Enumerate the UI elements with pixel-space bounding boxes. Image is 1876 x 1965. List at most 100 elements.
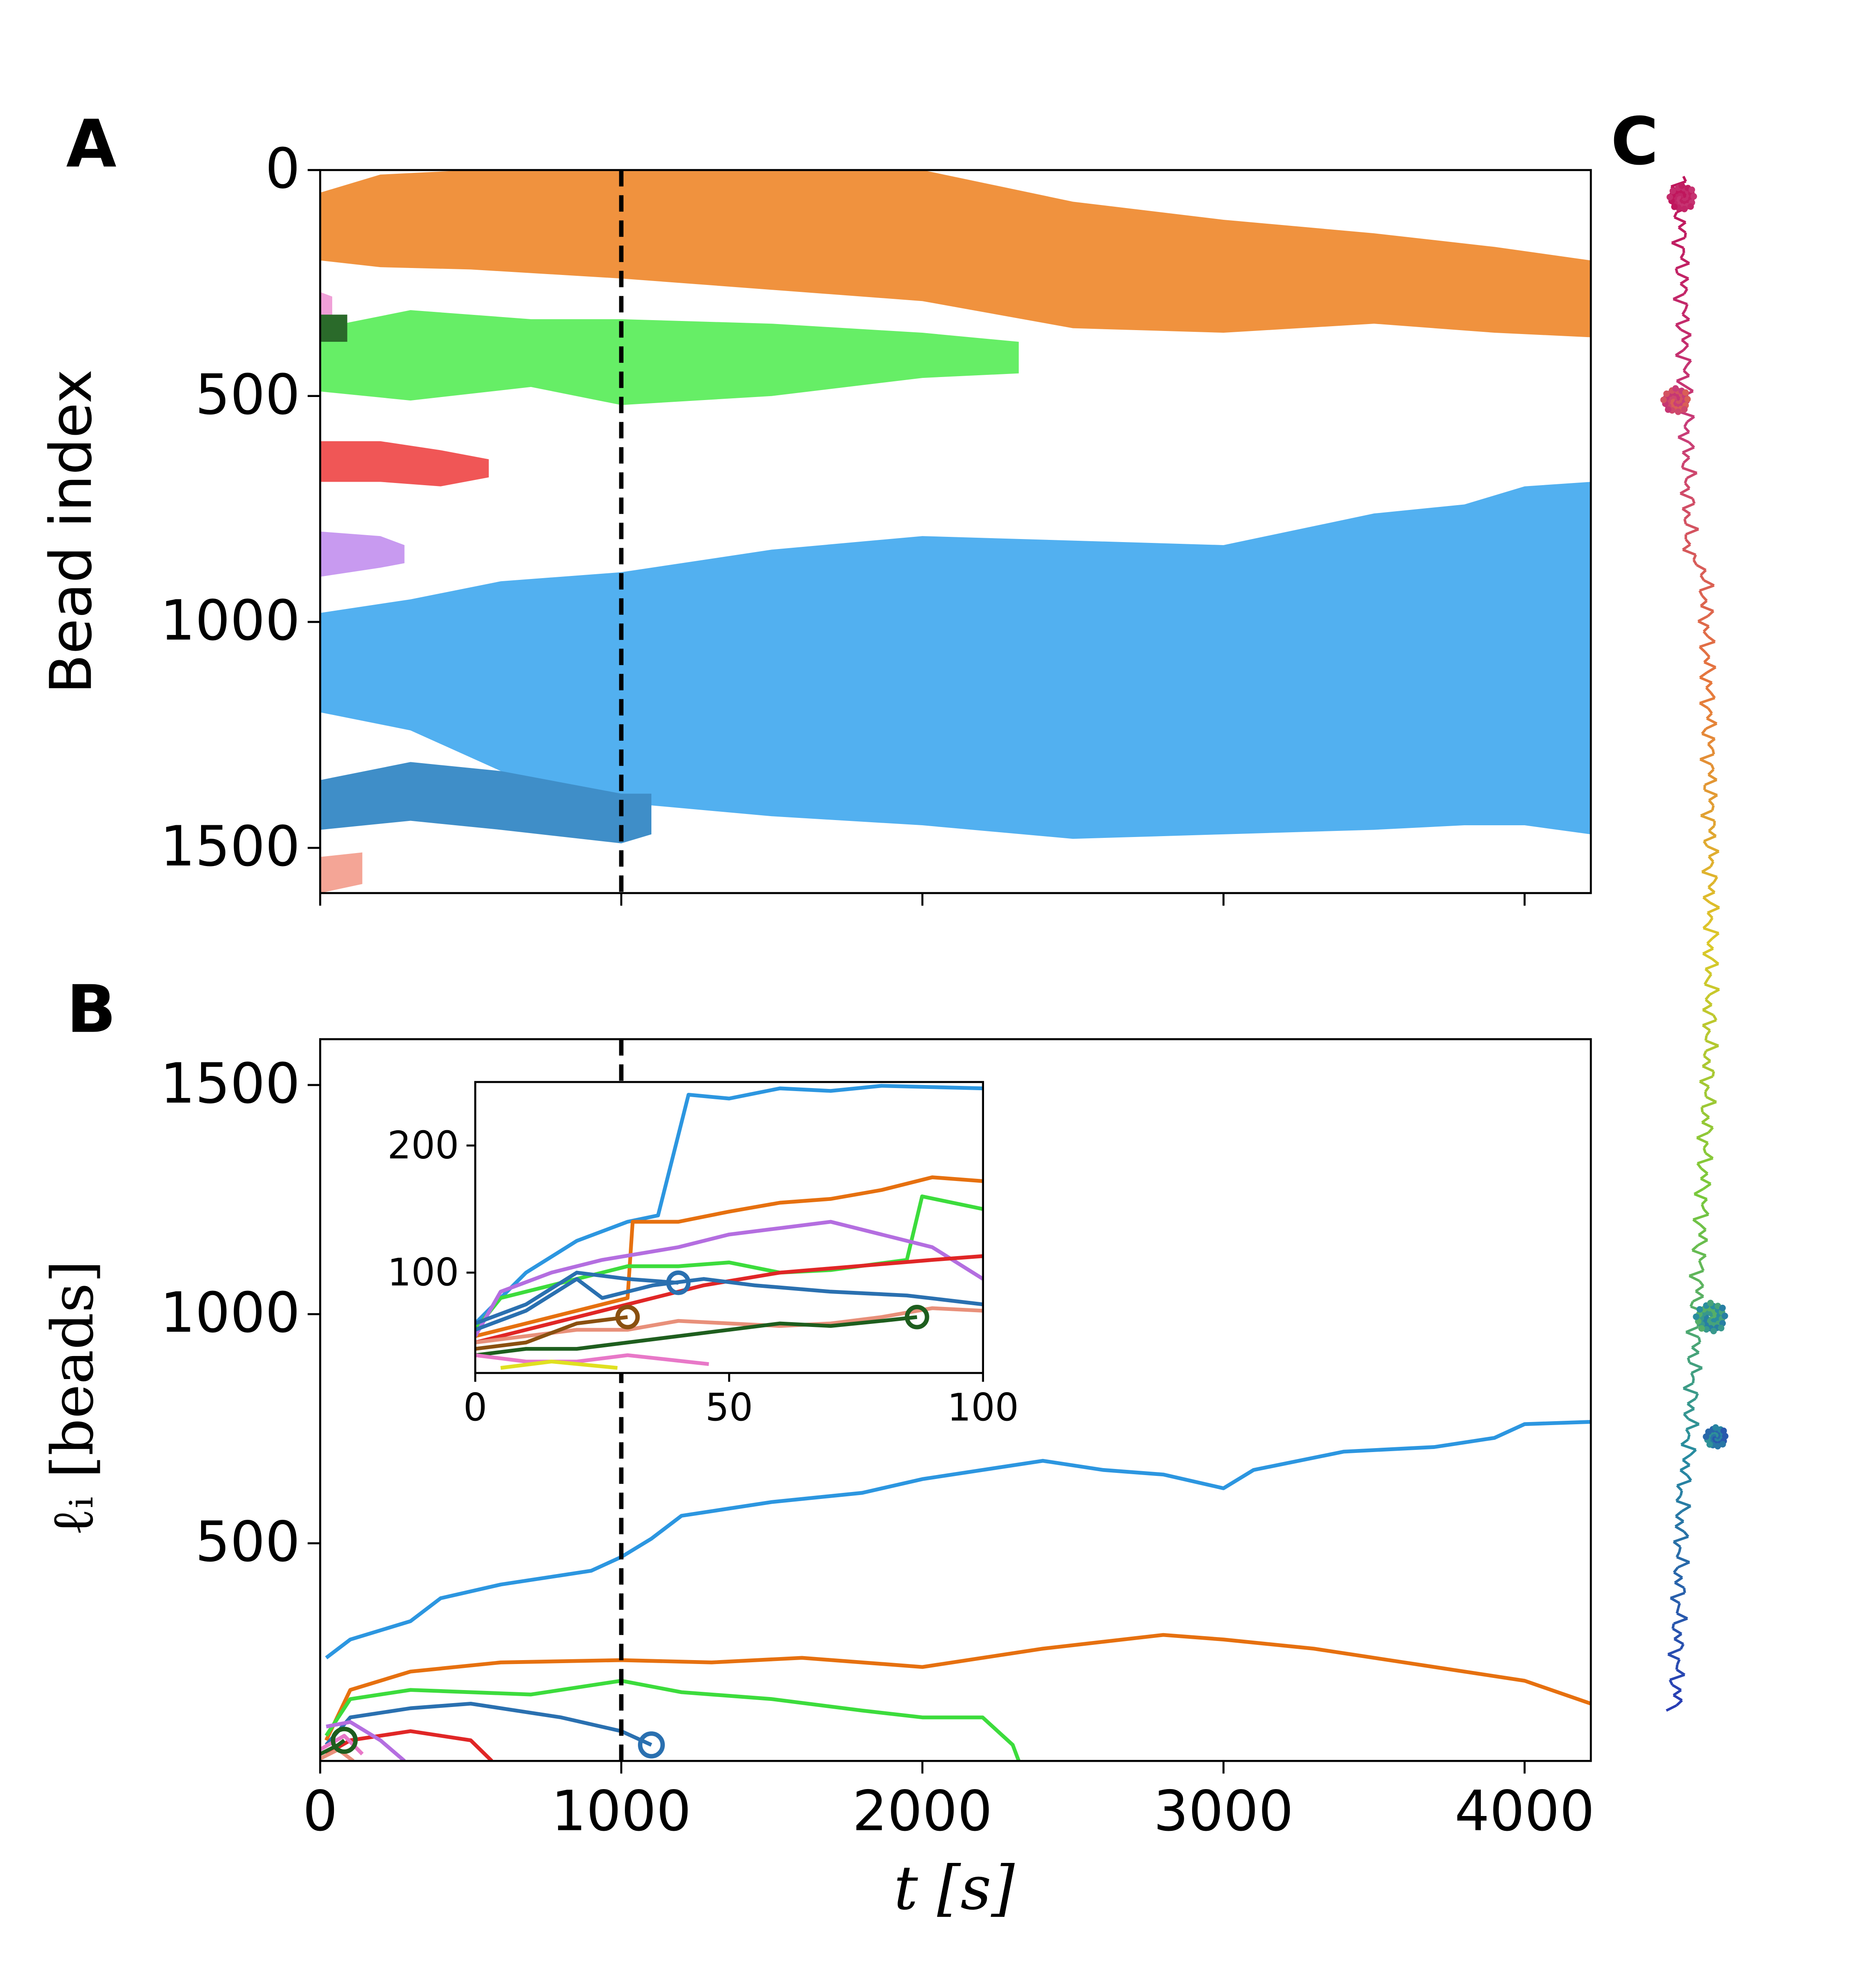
polymer-segment: [1679, 487, 1690, 495]
polymer-segment: [1678, 226, 1687, 234]
polymer-segment: [1704, 1035, 1708, 1041]
polymer-segment: [1683, 519, 1687, 525]
band: [320, 482, 1591, 839]
polymer-segment: [1698, 620, 1710, 628]
polymer-segment: [1700, 1167, 1709, 1175]
y-tick-label: 500: [195, 1509, 300, 1574]
polymer-segment: [1675, 1520, 1684, 1528]
polymer-segment: [1704, 651, 1711, 658]
band: [320, 531, 405, 577]
polymer-segment: [1702, 953, 1713, 960]
polymer-segment: [1704, 1086, 1710, 1093]
polymer-globule: [1698, 1325, 1705, 1332]
band: [320, 441, 489, 486]
polymer-segment: [1702, 630, 1709, 638]
polymer-globule: [1669, 188, 1676, 195]
polymer-segment: [1675, 318, 1690, 326]
polymer-segment: [1701, 1121, 1714, 1129]
polymer-segment: [1702, 1019, 1717, 1027]
polymer-globule: [1681, 205, 1688, 212]
polymer-segment: [1682, 548, 1697, 556]
band: [320, 762, 652, 844]
polymer-segment: [1710, 764, 1715, 770]
polymer-globule: [1671, 203, 1678, 210]
polymer-segment: [1689, 1449, 1697, 1456]
polymer-segment: [1675, 1699, 1683, 1707]
panel-label: A: [66, 106, 116, 182]
x-tick-label: 2000: [852, 1779, 992, 1843]
polymer-segment: [1686, 360, 1692, 367]
polymer-segment: [1673, 298, 1688, 306]
polymer-globule: [1681, 406, 1688, 413]
line: [324, 1633, 1591, 1741]
polymer-segment: [1675, 262, 1690, 270]
polymer-segment: [1694, 1393, 1699, 1399]
polymer-segment: [1708, 774, 1717, 781]
polymer-segment: [1692, 1218, 1701, 1226]
polymer-segment: [1708, 917, 1714, 924]
polymer-segment: [1684, 513, 1691, 520]
line: [326, 1720, 406, 1761]
polymer-segment: [1688, 1274, 1700, 1282]
y-tick-label: 1500: [160, 814, 300, 879]
polymer-segment: [1678, 436, 1690, 443]
polymer-globule: [1719, 1304, 1726, 1311]
polymer-segment: [1713, 876, 1718, 883]
polymer-segment: [1698, 1260, 1703, 1266]
polymer-segment: [1672, 293, 1685, 301]
polymer-globule: [1717, 1325, 1724, 1332]
polymer-segment: [1676, 1612, 1688, 1620]
y-axis-label: ℓᵢ [beads]: [40, 1260, 106, 1536]
polymer-rendering: [1660, 175, 1729, 1712]
y-tick-label: 100: [387, 1251, 459, 1294]
polymer-segment: [1667, 1648, 1681, 1656]
polymer-segment: [1704, 968, 1712, 975]
polymer-segment: [1701, 1101, 1717, 1108]
polymer-segment: [1691, 498, 1696, 504]
polymer-segment: [1689, 1361, 1703, 1370]
line: [325, 1729, 493, 1761]
polymer-globule: [1666, 194, 1673, 201]
polymer-segment: [1704, 789, 1718, 797]
polymer-segment: [1700, 814, 1715, 822]
polymer-globule: [1665, 406, 1671, 413]
polymer-segment: [1679, 1490, 1683, 1496]
polymer-segment: [1699, 640, 1716, 648]
polymer-segment: [1673, 1541, 1681, 1548]
polymer-segment: [1673, 1535, 1689, 1543]
line: [320, 1739, 346, 1756]
polymer-globule: [1684, 396, 1691, 403]
polymer-segment: [1704, 1092, 1708, 1097]
panel: 0 50 100 100 200: [387, 1081, 1019, 1430]
panel-label: B: [66, 972, 116, 1048]
polymer-segment: [1701, 870, 1717, 878]
polymer-segment: [1676, 374, 1690, 382]
polymer-segment: [1707, 973, 1713, 980]
polymer-segment: [1694, 1188, 1704, 1195]
polymer-segment: [1682, 446, 1695, 454]
polymer-segment: [1688, 1418, 1700, 1426]
line: [475, 1220, 983, 1337]
line: [325, 1420, 1591, 1660]
polymer-globule: [1720, 1427, 1727, 1434]
polymer-segment: [1675, 1525, 1685, 1533]
polymer-segment: [1697, 615, 1709, 622]
polymer-segment: [1681, 502, 1695, 510]
polymer-segment: [1706, 666, 1717, 674]
plot-area: [320, 1420, 1591, 1761]
polymer-globule: [1688, 186, 1695, 193]
polymer-globule: [1690, 193, 1697, 200]
polymer-globule: [1721, 1313, 1728, 1320]
line: [475, 1084, 983, 1325]
polymer-segment: [1683, 288, 1688, 295]
polymer-segment: [1686, 416, 1695, 423]
polymer-segment: [1699, 1080, 1710, 1088]
polymer-globule: [1703, 1433, 1710, 1440]
polymer-segment: [1700, 569, 1707, 576]
polymer-segment: [1706, 717, 1717, 725]
polymer-segment: [1696, 564, 1707, 572]
polymer-segment: [1701, 1111, 1710, 1118]
polymer-segment: [1705, 963, 1719, 970]
x-tick-label: 100: [947, 1386, 1019, 1429]
polymer-segment: [1681, 308, 1687, 315]
